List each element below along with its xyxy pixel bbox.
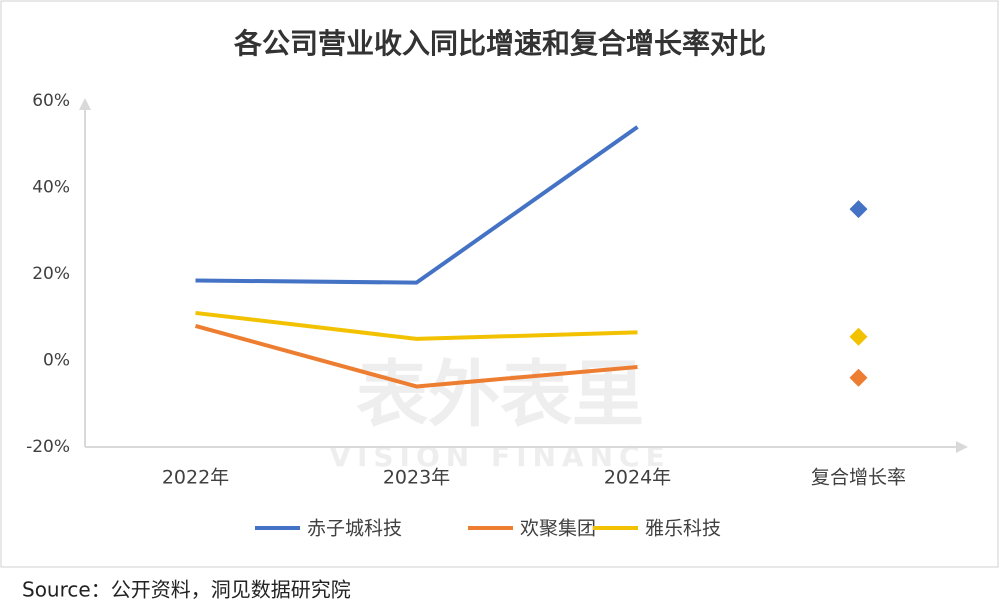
x-tick-label: 2024年 xyxy=(604,467,671,489)
series-line xyxy=(195,125,639,285)
y-axis-arrow xyxy=(79,98,91,110)
legend-label: 雅乐科技 xyxy=(645,518,721,540)
source: Source：公开资料，洞见数据研究院 xyxy=(22,578,351,602)
y-tick-label: -20% xyxy=(26,437,70,457)
x-tick-label: 2023年 xyxy=(383,467,450,489)
legend-label: 赤子城科技 xyxy=(307,518,402,540)
legend-label: 欢聚集团 xyxy=(520,518,596,540)
watermark: 表外表里 xyxy=(356,353,644,437)
x-axis-arrow xyxy=(956,441,968,453)
x-tick-label: 复合增长率 xyxy=(811,467,906,489)
series-line xyxy=(194,323,638,389)
y-tick-label: 20% xyxy=(32,264,70,284)
y-tick-label: 0% xyxy=(43,351,70,371)
frame xyxy=(0,0,999,568)
series-line xyxy=(195,310,638,341)
watermark-sub: VISION FINANCE xyxy=(329,440,670,473)
cagr-marker xyxy=(849,368,868,387)
y-tick-label: 40% xyxy=(32,178,70,198)
y-tick-label: 60% xyxy=(32,91,70,111)
cagr-marker xyxy=(849,327,868,346)
x-tick-label: 2022年 xyxy=(162,467,229,489)
chart-title: 各公司营业收入同比增速和复合增长率对比 xyxy=(233,27,766,60)
cagr-marker xyxy=(849,200,868,219)
